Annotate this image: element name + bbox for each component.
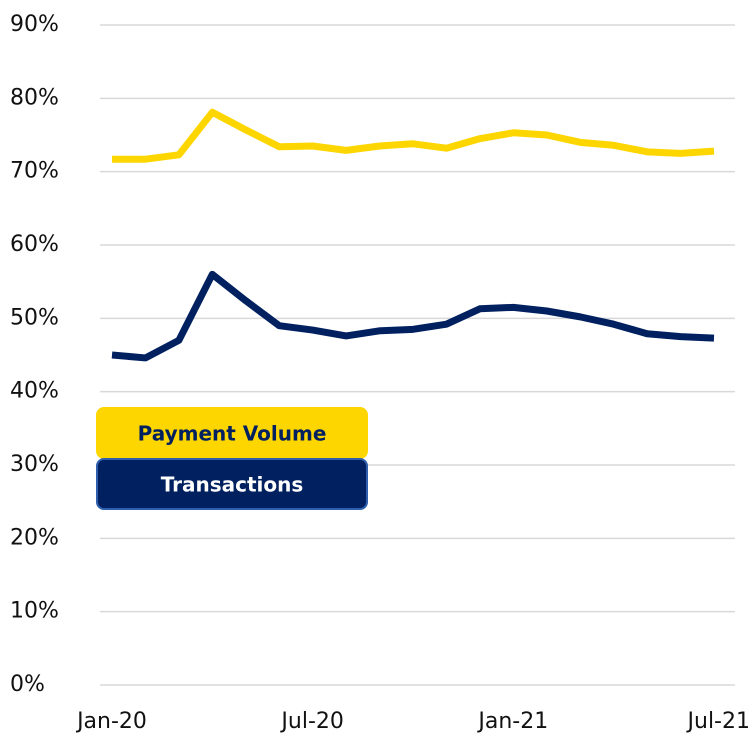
series-line xyxy=(112,108,715,163)
legend-label: Transactions xyxy=(161,473,304,497)
x-tick-label: Jul-21 xyxy=(686,709,750,734)
series-line xyxy=(111,270,715,362)
y-tick-label: 30% xyxy=(10,452,59,477)
y-tick-label: 60% xyxy=(10,232,59,257)
y-tick-label: 10% xyxy=(10,599,59,624)
y-tick-label: 80% xyxy=(10,85,59,110)
y-tick-label: 0% xyxy=(10,672,45,697)
x-tick-label: Jan-20 xyxy=(75,709,147,734)
y-tick-label: 70% xyxy=(10,159,59,184)
x-tick-label: Jul-20 xyxy=(279,709,343,734)
x-tick-label: Jan-21 xyxy=(476,709,548,734)
y-tick-label: 90% xyxy=(10,12,59,37)
legend-label: Payment Volume xyxy=(138,422,327,446)
legend-swatch xyxy=(96,458,368,510)
y-tick-label: 20% xyxy=(10,525,59,550)
y-tick-label: 50% xyxy=(10,305,59,330)
y-tick-label: 40% xyxy=(10,379,59,404)
